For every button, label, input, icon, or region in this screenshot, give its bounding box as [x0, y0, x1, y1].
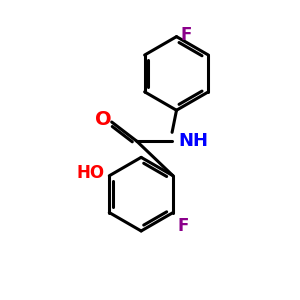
Text: F: F — [178, 217, 189, 235]
Text: HO: HO — [77, 164, 105, 182]
Text: NH: NH — [178, 132, 208, 150]
Text: O: O — [94, 110, 111, 129]
Text: F: F — [180, 26, 191, 44]
